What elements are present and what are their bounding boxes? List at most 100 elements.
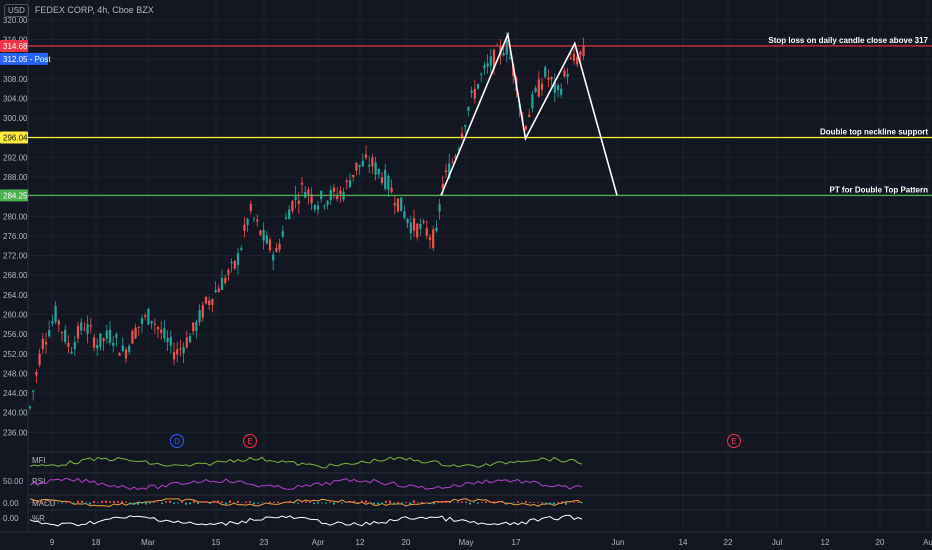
time-tick-label: 14	[679, 538, 688, 547]
time-tick-label: 15	[212, 538, 221, 547]
macd-hist-bar	[433, 502, 435, 505]
event-marker-0	[170, 434, 184, 448]
time-tick-label: Apr	[312, 538, 325, 547]
candle-body	[416, 223, 419, 238]
macd-hist-bar	[185, 502, 187, 505]
macd-hist-bar	[129, 502, 131, 505]
candle-body	[169, 336, 172, 346]
macd-hist-bar	[293, 502, 295, 504]
macd-hist-bar	[77, 500, 79, 503]
candle-body	[137, 326, 140, 328]
candle-body	[332, 187, 336, 192]
macd-hist-bar	[245, 501, 247, 503]
candle-body	[195, 321, 198, 332]
price-badge-3	[0, 189, 28, 202]
macd-hist-bar	[377, 502, 379, 505]
macd-hist-bar	[401, 502, 403, 505]
currency-badge[interactable]: USD	[4, 3, 29, 17]
price-badge-1	[0, 52, 48, 65]
candle-body	[422, 220, 425, 223]
candle-body	[204, 296, 208, 304]
candle-body	[118, 353, 121, 356]
macd-hist-bar	[461, 501, 463, 503]
candle-body	[265, 235, 268, 244]
candle-body	[582, 45, 585, 57]
macd-hist-bar	[285, 501, 287, 503]
macd-hist-bar	[117, 501, 119, 503]
candle-body	[262, 229, 265, 241]
candle-body	[380, 177, 384, 183]
macd-hist-bar	[165, 501, 167, 503]
candle-body	[502, 52, 505, 56]
candle-body	[80, 322, 83, 331]
annotations: Stop loss on daily candle close above 31…	[768, 36, 928, 194]
candle-body	[179, 348, 182, 350]
event-marker-2	[727, 434, 741, 448]
candle-body	[182, 347, 185, 354]
candle-body	[227, 270, 230, 275]
candle-body	[243, 224, 246, 231]
candle-body	[300, 182, 304, 185]
candle-body	[307, 189, 310, 195]
candle-body	[454, 156, 457, 159]
candle-body	[524, 126, 528, 130]
candle-body	[208, 300, 211, 306]
macd-hist-bar	[493, 501, 495, 503]
price-tick-label: 280.00	[3, 212, 28, 221]
macd-hist-bar	[137, 502, 139, 505]
price-tick-label: 260.00	[3, 310, 28, 319]
candle-body	[76, 325, 80, 339]
candle-body	[44, 341, 48, 345]
macd-hist-bar	[441, 500, 443, 503]
macd-hist-bar	[357, 502, 359, 503]
price-tick-label: 256.00	[3, 330, 28, 339]
macd-hist-bar	[325, 502, 327, 504]
candle-body	[217, 288, 220, 293]
macd-hist-bar	[313, 502, 315, 505]
macd-hist-bar	[145, 502, 147, 505]
macd-hist-bar	[565, 502, 567, 505]
candle-body	[96, 344, 99, 349]
macd-hist-bar	[529, 501, 531, 503]
candle-body	[505, 40, 508, 55]
price-tick-label: 292.00	[3, 153, 28, 162]
price-tick-label: 308.00	[3, 75, 28, 84]
candle-body	[124, 349, 128, 359]
time-tick-label: 18	[92, 538, 101, 547]
candle-body	[403, 211, 406, 219]
macd-hist-bar	[333, 502, 335, 505]
time-tick-label: 12	[356, 538, 365, 547]
candle-body	[464, 125, 467, 127]
macd-hist-bar	[457, 501, 459, 503]
macd-hist-bar	[365, 500, 367, 503]
candle-body	[457, 148, 460, 150]
candle-body	[563, 70, 566, 77]
macd-hist-bar	[485, 501, 487, 503]
macd-hist-bar	[465, 501, 467, 503]
macd-hist-bar	[201, 501, 203, 503]
macd-hist-bar	[545, 502, 547, 505]
price-tick-label: 276.00	[3, 232, 28, 241]
candle-body	[531, 94, 534, 109]
price-axis[interactable]: 236.00 240.00 244.00 248.00 252.00 256.00 260.…	[3, 16, 28, 523]
macd-hist-bar	[297, 502, 299, 504]
macd-hist-bar	[497, 500, 499, 503]
macd-hist-bar	[253, 502, 255, 505]
candle-body	[371, 157, 374, 167]
macd-hist-bar	[133, 502, 135, 505]
macd-hist-bar	[329, 501, 331, 503]
time-axis[interactable]: 9 18 Mar 15 23 Apr 12 20 May 17 Jun 14 22 Jul 12 20 Au	[50, 538, 932, 547]
candle-body	[284, 217, 288, 219]
event-label-1: E	[247, 437, 252, 446]
macd-hist-bar	[125, 501, 127, 503]
candle-body	[249, 203, 252, 211]
candle-body	[28, 406, 32, 408]
candle-body	[128, 345, 131, 352]
price-badges: 314.68 312.05 - Post 296.04 284.25	[0, 39, 51, 202]
macd-hist-bar	[337, 501, 339, 503]
macd-hist-bar	[369, 502, 371, 503]
indicator-name-2: MACD	[32, 499, 56, 508]
macd-hist-bar	[105, 500, 107, 503]
